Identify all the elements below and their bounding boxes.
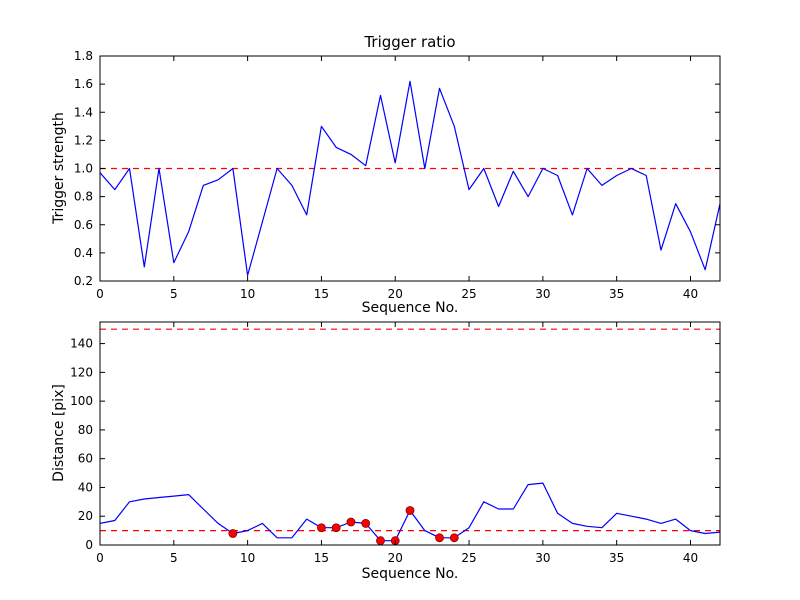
y-tick-label: 1.4 [74, 105, 93, 119]
y-axis-label-top: Trigger strength [51, 112, 67, 224]
y-tick-label: 0.6 [74, 218, 93, 232]
event-marker [228, 529, 238, 538]
data-line [99, 80, 721, 276]
y-tick-label: 100 [70, 394, 93, 408]
y-axis-label-bottom: Distance [pix] [51, 384, 67, 482]
event-marker [331, 523, 341, 533]
chart-title: Trigger ratio [364, 33, 456, 51]
x-tick-label: 35 [609, 551, 624, 565]
x-axis-label-top: Sequence No. [361, 300, 459, 316]
y-tick-label: 1.8 [74, 49, 93, 63]
y-tick-label: 0.2 [74, 274, 93, 288]
y-tick-label: 1.6 [74, 77, 93, 91]
y-tick-label: 0 [85, 538, 93, 552]
y-tick-label: 40 [78, 480, 93, 494]
x-tick-label: 30 [535, 287, 550, 301]
event-marker [449, 533, 459, 543]
event-marker [376, 536, 385, 546]
x-tick-label: 5 [170, 287, 178, 301]
y-tick-label: 80 [78, 423, 93, 437]
y-tick-label: 120 [70, 365, 93, 379]
x-tick-label: 15 [314, 551, 329, 565]
x-tick-label: 0 [96, 551, 104, 565]
x-tick-label: 20 [388, 551, 403, 565]
y-tick-label: 140 [70, 337, 93, 351]
x-tick-label: 40 [683, 551, 698, 565]
x-tick-label: 5 [170, 551, 178, 565]
x-tick-label: 35 [609, 287, 624, 301]
x-tick-label: 20 [388, 287, 403, 301]
event-marker [317, 523, 326, 533]
event-marker [346, 517, 356, 527]
y-tick-label: 1.2 [74, 133, 93, 147]
x-tick-label: 40 [683, 287, 698, 301]
x-tick-label: 25 [461, 287, 476, 301]
x-axis-label-bottom: Sequence No. [361, 566, 459, 582]
event-marker [405, 506, 415, 515]
y-tick-label: 1.0 [74, 162, 93, 176]
event-marker [435, 533, 444, 543]
y-tick-label: 0.8 [74, 190, 93, 204]
y-tick-label: 20 [78, 509, 93, 523]
x-tick-label: 0 [96, 287, 104, 301]
y-tick-label: 60 [78, 452, 93, 466]
y-tick-label: 0.4 [74, 246, 93, 260]
axes-frame [99, 321, 721, 546]
x-tick-label: 15 [314, 287, 329, 301]
x-tick-label: 30 [535, 551, 550, 565]
x-tick-label: 10 [240, 287, 255, 301]
x-tick-label: 25 [461, 551, 476, 565]
x-tick-label: 10 [240, 551, 255, 565]
event-marker [361, 519, 371, 528]
